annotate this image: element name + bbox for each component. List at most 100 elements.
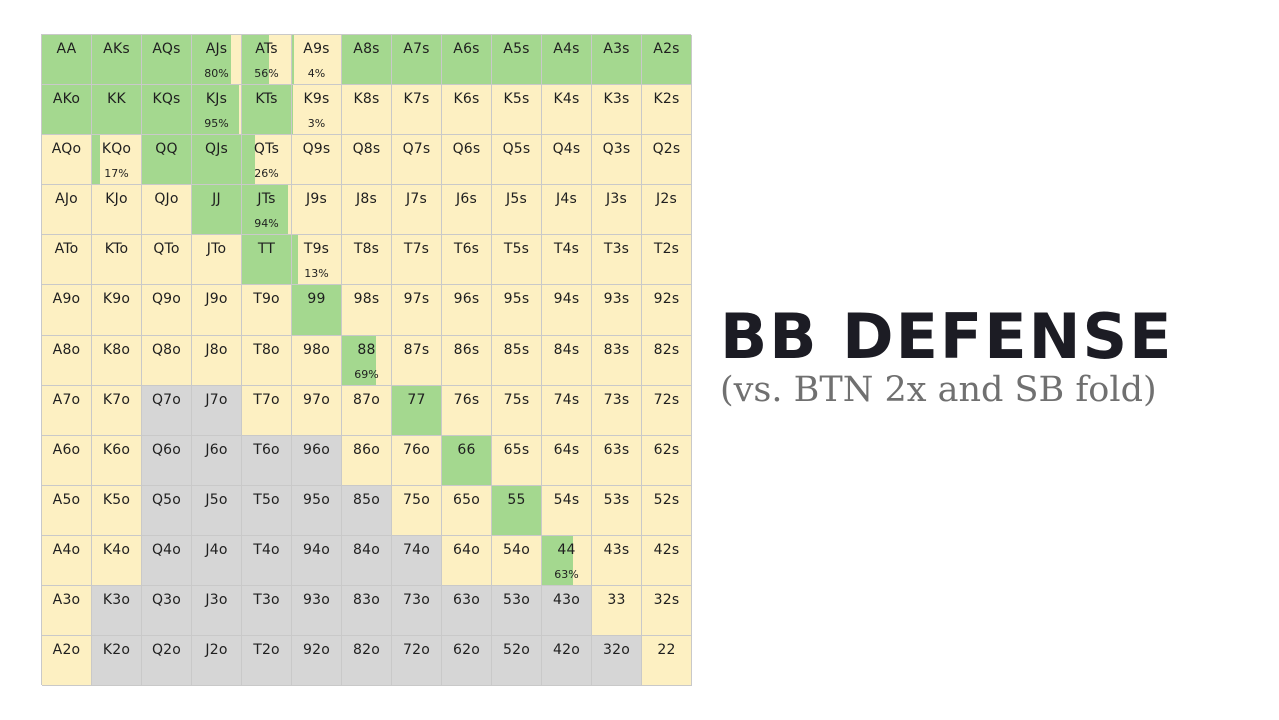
hand-cell: 92o: [292, 636, 342, 687]
hand-label: 62s: [653, 441, 680, 458]
hand-label: A6o: [52, 441, 81, 458]
hand-label: 32o: [603, 642, 630, 659]
hand-label: T3o: [253, 592, 280, 609]
hand-cell: J9o: [192, 285, 242, 336]
hand-label: T4s: [553, 241, 580, 258]
hand-cell: K8o: [92, 335, 142, 386]
hand-cell: 86s: [442, 335, 492, 386]
hand-label: 99: [307, 291, 326, 308]
call-frequency-fill: [292, 285, 341, 335]
hand-label: 97o: [303, 391, 330, 408]
hand-label: 72o: [403, 642, 430, 659]
hand-label: J6s: [456, 191, 477, 208]
call-frequency-fill: [192, 35, 232, 85]
hand-label: A3s: [603, 41, 630, 57]
hand-cell: A8s: [342, 35, 392, 86]
hand-cell: 86o: [342, 435, 392, 486]
hand-label: 87s: [403, 341, 430, 358]
frequency-label: 63%: [554, 567, 579, 581]
call-frequency-fill: [392, 35, 441, 85]
hand-cell: Q5s: [492, 135, 542, 186]
hand-cell: 32s: [642, 586, 692, 637]
hand-label: 93o: [303, 592, 330, 609]
hand-label: A2o: [52, 642, 81, 659]
hand-label: 74o: [403, 541, 430, 558]
hand-cell: QQ: [142, 135, 192, 186]
hand-cell: AA: [42, 35, 92, 86]
hand-cell: J8o: [192, 335, 242, 386]
hand-label: T2o: [253, 642, 280, 659]
call-frequency-fill: [442, 35, 491, 85]
hand-cell: A3s: [592, 35, 642, 86]
call-frequency-fill: [292, 85, 294, 135]
hand-cell: J9s: [292, 185, 342, 236]
hand-label: Q7s: [402, 141, 431, 158]
hand-cell: A6s: [442, 35, 492, 86]
hand-cell: 43o: [542, 586, 592, 637]
hand-label: 62o: [453, 642, 480, 659]
hand-label: T8o: [253, 341, 280, 358]
hand-label: 33: [607, 592, 626, 609]
call-frequency-fill: [442, 435, 491, 485]
hand-cell: Q4o: [142, 535, 192, 587]
hand-label: 94o: [303, 541, 330, 558]
hand-label: T5s: [503, 241, 530, 258]
hand-cell: 75o: [392, 485, 442, 536]
call-frequency-fill: [342, 335, 376, 385]
hand-label: 54o: [503, 541, 530, 558]
hand-label: 73o: [403, 592, 430, 609]
hand-cell: 96s: [442, 285, 492, 336]
hand-cell: 96o: [292, 435, 342, 486]
hand-label: AQo: [51, 141, 82, 158]
hand-label: AKs: [103, 41, 130, 57]
hand-label: 92s: [653, 291, 680, 308]
hand-cell: 72o: [392, 636, 442, 687]
hand-label: Q8s: [352, 141, 381, 158]
hand-cell: 83s: [592, 335, 642, 386]
hand-cell: 85s: [492, 335, 542, 386]
call-frequency-fill: [642, 35, 691, 85]
hand-cell: 63o: [442, 586, 492, 637]
call-frequency-fill: [142, 85, 191, 135]
hand-cell: T9s 13%: [292, 235, 342, 286]
call-frequency-fill: [542, 35, 591, 85]
hand-label: K8s: [353, 91, 380, 108]
hand-label: T5o: [253, 491, 280, 508]
page-subtitle: (vs. BTN 2x and SB fold): [720, 370, 1157, 410]
hand-cell: 54o: [492, 535, 542, 587]
hand-cell: T4o: [242, 535, 292, 587]
hand-cell: Q2o: [142, 636, 192, 687]
hand-label: 73s: [603, 391, 630, 408]
hand-cell: 84s: [542, 335, 592, 386]
hand-label: QJs: [204, 141, 229, 158]
call-frequency-fill: [92, 85, 141, 135]
hand-label: 93s: [603, 291, 630, 308]
hand-cell: 74o: [392, 535, 442, 587]
frequency-label: 26%: [254, 167, 279, 181]
hand-label: 95s: [503, 291, 530, 308]
hand-cell: Q9o: [142, 285, 192, 336]
hand-label: 42s: [653, 541, 680, 558]
hand-label: 84s: [553, 341, 580, 358]
hand-cell: 65o: [442, 485, 492, 536]
hand-cell: 93s: [592, 285, 642, 336]
hand-label: J5o: [205, 491, 228, 508]
frequency-label: 69%: [354, 367, 379, 381]
hand-cell: J2o: [192, 636, 242, 687]
hand-label: 76s: [453, 391, 480, 408]
hand-label: T9s: [303, 241, 330, 258]
hand-label: A5s: [503, 41, 530, 57]
hand-cell: 87s: [392, 335, 442, 386]
hand-cell: A2o: [42, 636, 92, 687]
hand-label: Q4s: [552, 141, 581, 158]
hand-label: T3s: [603, 241, 630, 258]
hand-cell: Q3o: [142, 586, 192, 637]
hand-label: K5s: [503, 91, 530, 108]
hand-label: J7s: [406, 191, 427, 208]
frequency-label: 4%: [307, 67, 326, 80]
hand-label: AJo: [55, 191, 78, 208]
hand-label: Q4o: [151, 541, 182, 558]
hand-cell: 94s: [542, 285, 592, 336]
hand-label: A9o: [52, 291, 81, 308]
hand-cell: 84o: [342, 535, 392, 587]
